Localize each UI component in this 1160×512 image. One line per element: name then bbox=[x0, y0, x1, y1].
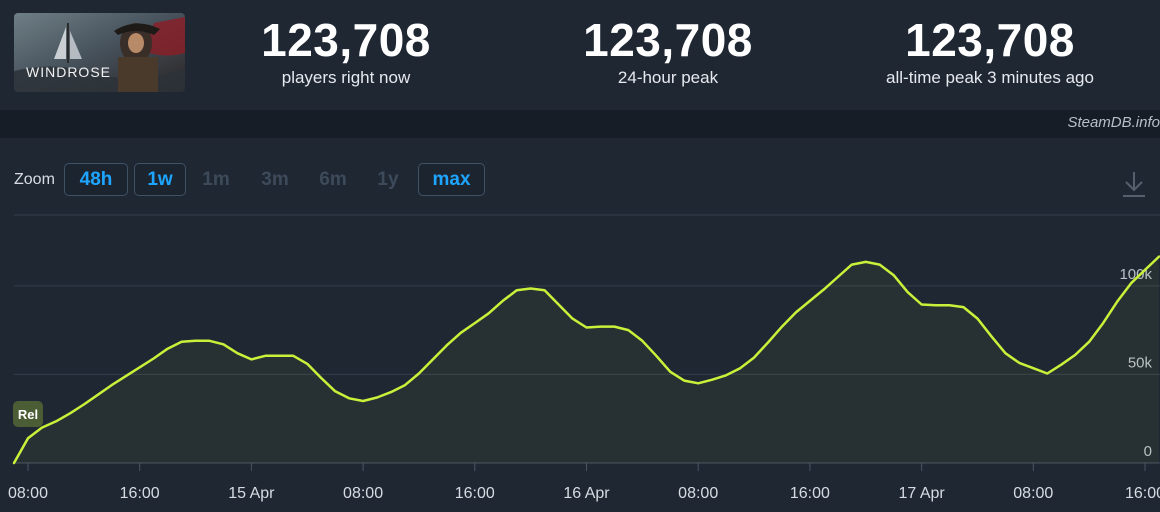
x-tick-label: 08:00 bbox=[8, 485, 48, 502]
zoom-label: Zoom bbox=[14, 171, 55, 188]
x-axis-ticks: 08:00 16:00 15 Apr 08:00 16:00 16 Apr 08:00 16:… bbox=[8, 463, 1160, 502]
series-area bbox=[14, 256, 1159, 463]
chart-series bbox=[12, 255, 1160, 465]
stat-value: 123,708 bbox=[905, 14, 1075, 66]
x-tick-label: 16:00 bbox=[1125, 485, 1160, 502]
zoom-1y-button[interactable]: 1y bbox=[377, 168, 399, 190]
zoom-max-button[interactable]: max bbox=[418, 163, 485, 196]
x-tick-label: 08:00 bbox=[678, 485, 718, 502]
separator-band bbox=[0, 110, 1160, 138]
x-tick-label: 15 Apr bbox=[228, 485, 275, 502]
zoom-1w-button[interactable]: 1w bbox=[134, 163, 186, 196]
y-tick-label: 0 bbox=[1144, 443, 1152, 460]
stat-label: 24-hour peak bbox=[617, 68, 719, 87]
stat-label: players right now bbox=[281, 68, 411, 87]
y-axis-ticks: 0 50k 100k bbox=[1119, 266, 1152, 460]
y-tick-label: 50k bbox=[1128, 354, 1153, 371]
zoom-48h-button[interactable]: 48h bbox=[64, 163, 128, 196]
chart-grid bbox=[14, 285, 1160, 464]
zoom-3m-button[interactable]: 3m bbox=[261, 168, 289, 190]
stat-all-time-peak: 123,708 all-time peak 3 minutes ago bbox=[840, 14, 1140, 89]
x-tick-label: 08:00 bbox=[1013, 485, 1053, 502]
x-tick-label: 16 Apr bbox=[563, 485, 610, 502]
x-tick-label: 16:00 bbox=[120, 485, 160, 502]
release-marker-label: Rel bbox=[18, 407, 38, 422]
x-tick-label: 17 Apr bbox=[898, 485, 945, 502]
x-tick-label: 16:00 bbox=[790, 485, 830, 502]
zoom-6m-button[interactable]: 6m bbox=[319, 168, 347, 190]
x-tick-label: 08:00 bbox=[343, 485, 383, 502]
series-line bbox=[12, 255, 1160, 465]
game-logo[interactable]: WINDROSE bbox=[14, 13, 185, 92]
stat-value: 123,708 bbox=[261, 14, 431, 66]
release-marker[interactable] bbox=[12, 401, 43, 427]
stats-header: WINDROSE 123,708 players right now 123,7… bbox=[0, 0, 1160, 110]
zoom-1m-button[interactable]: 1m bbox=[202, 168, 230, 190]
download-button[interactable] bbox=[1120, 168, 1148, 200]
game-logo-art: WINDROSE bbox=[14, 13, 185, 92]
stat-value: 123,708 bbox=[583, 14, 753, 66]
y-tick-label: 100k bbox=[1119, 266, 1152, 283]
stat-current-players: 123,708 players right now bbox=[196, 14, 496, 89]
download-icon bbox=[1123, 172, 1145, 197]
stat-label: all-time peak 3 minutes ago bbox=[886, 68, 1094, 87]
chart-annotation: Rel bbox=[12, 401, 43, 427]
x-tick-label: 16:00 bbox=[455, 485, 495, 502]
game-logo-text: WINDROSE bbox=[26, 64, 111, 80]
steamdb-credit[interactable]: SteamDB.info bbox=[1067, 114, 1160, 131]
stat-24h-peak: 123,708 24-hour peak bbox=[518, 14, 818, 89]
